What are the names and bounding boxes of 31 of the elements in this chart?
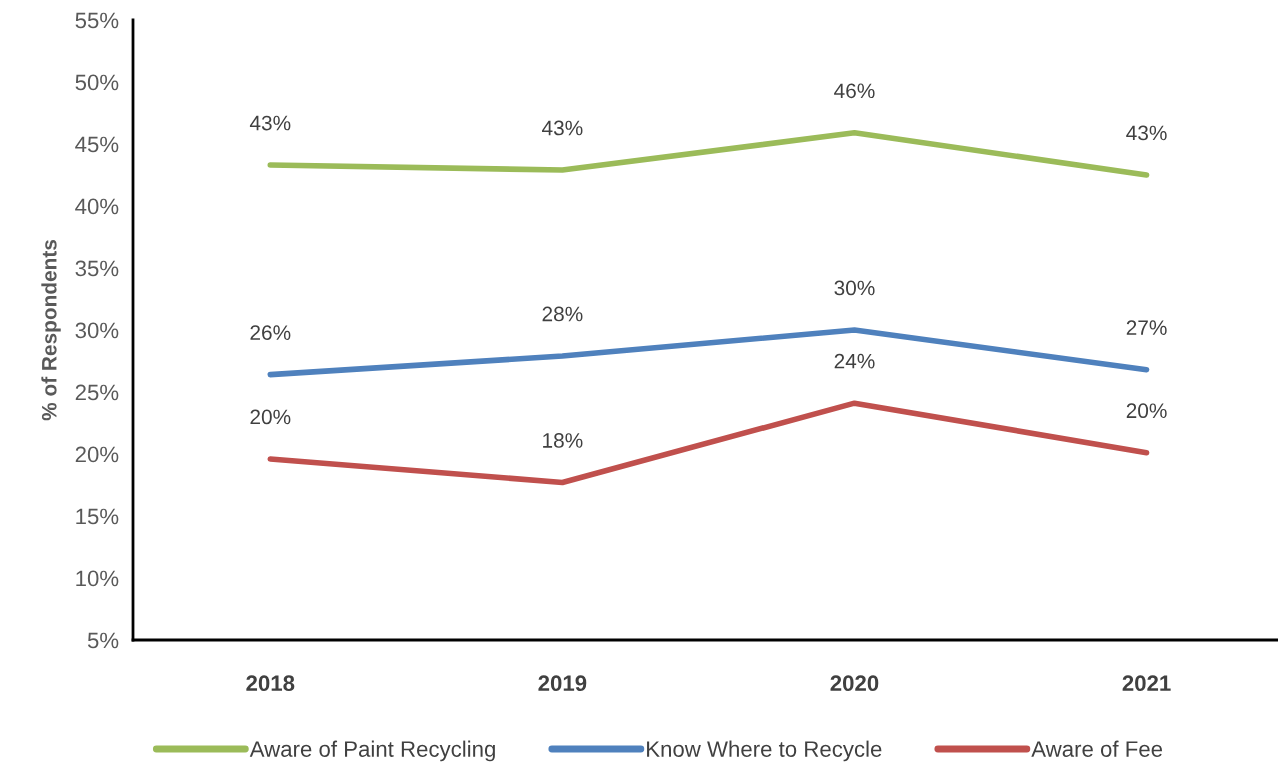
y-tick-label: 35% — [75, 260, 119, 277]
y-tick-label: 30% — [75, 322, 119, 339]
data-label: 43% — [249, 115, 291, 131]
x-tick-label: 2020 — [830, 675, 879, 692]
y-tick-label: 45% — [75, 136, 119, 153]
data-label: 26% — [250, 325, 291, 340]
y-tick-label: 50% — [75, 74, 119, 91]
y-tick-label: 20% — [75, 446, 119, 463]
y-axis-title: % of Respondents — [41, 239, 61, 421]
x-tick-label: 2018 — [246, 675, 295, 692]
data-label: 30% — [834, 280, 875, 296]
y-tick-label: 10% — [76, 570, 119, 587]
x-tick-label: 2019 — [538, 675, 587, 692]
legend-label: Aware of Paint Recycling — [249, 740, 495, 762]
x-tick-label: 2021 — [1122, 675, 1171, 692]
data-label: 24% — [834, 353, 875, 369]
data-label: 20% — [250, 409, 291, 425]
legend-label: Aware of Fee — [1031, 740, 1163, 757]
data-label: 27% — [1126, 320, 1167, 335]
data-label: 18% — [543, 433, 583, 448]
y-tick-label: 55% — [75, 12, 119, 29]
data-label: 20% — [1126, 403, 1167, 419]
y-tick-label: 15% — [76, 508, 119, 525]
y-tick-label: 25% — [75, 384, 119, 401]
data-label: 28% — [542, 306, 583, 322]
data-label: 43% — [1126, 125, 1167, 141]
data-label: 46% — [834, 83, 875, 99]
y-tick-label: 5% — [87, 632, 119, 649]
data-label: 43% — [542, 120, 583, 136]
legend-label: Know Where to Recycle — [647, 740, 882, 762]
y-tick-label: 40% — [75, 198, 119, 215]
